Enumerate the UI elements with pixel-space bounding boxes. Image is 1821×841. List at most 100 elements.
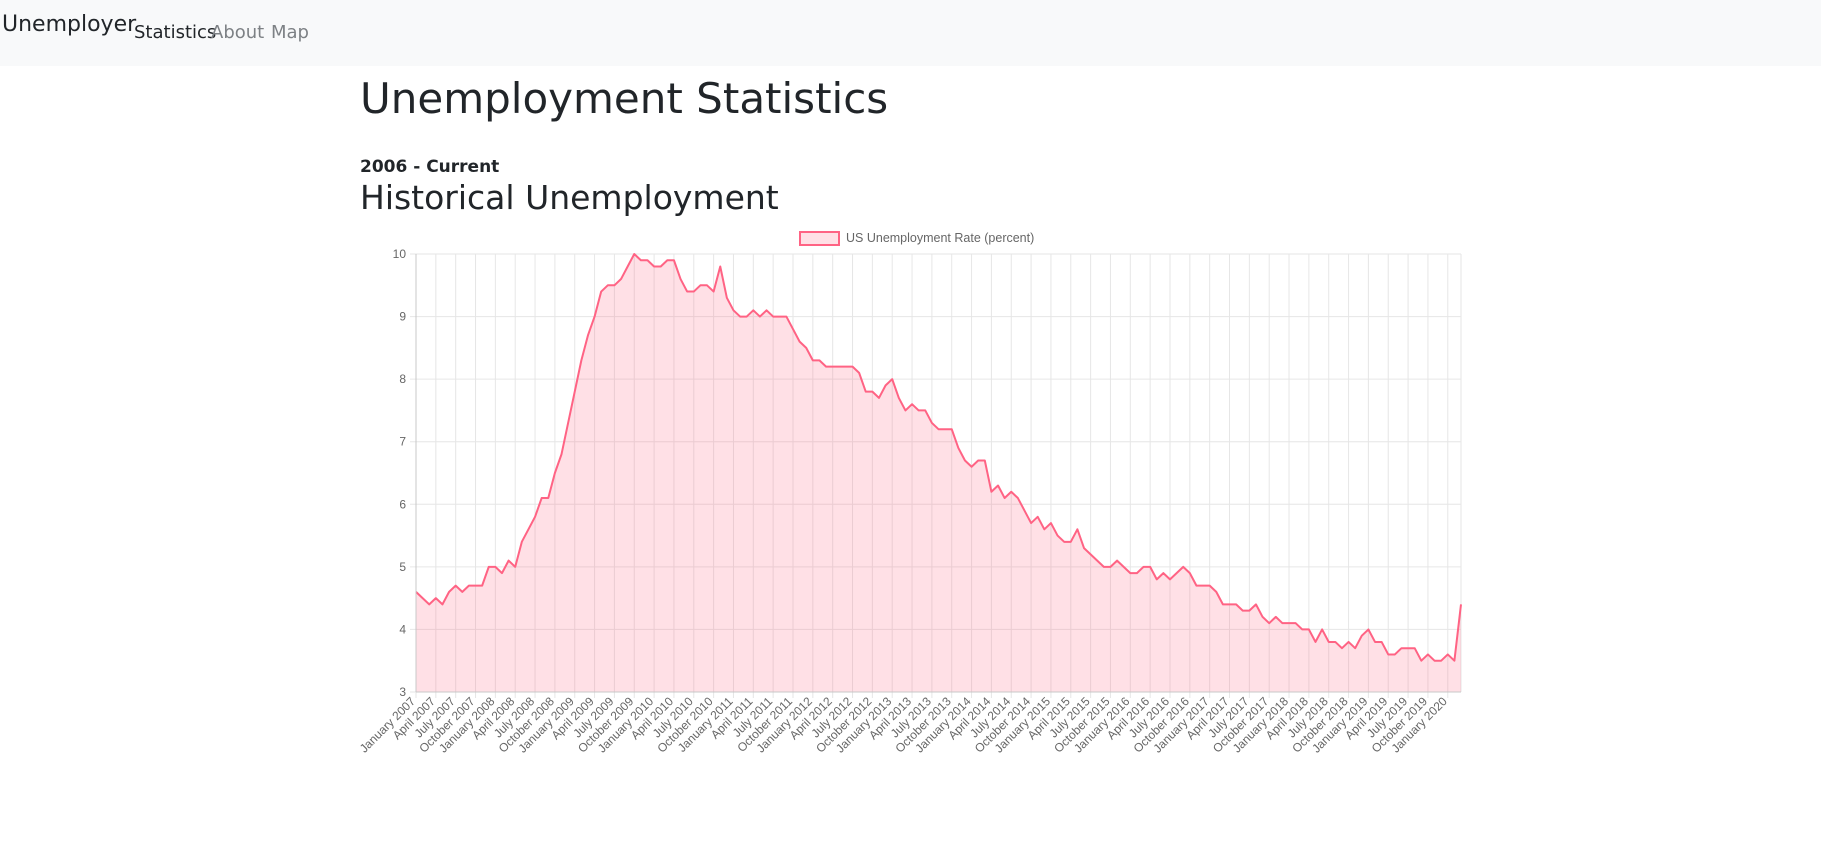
data-point	[1004, 497, 1006, 499]
data-point	[1301, 628, 1303, 630]
data-point	[1037, 516, 1039, 518]
data-point	[1030, 522, 1032, 524]
data-point	[527, 528, 529, 530]
data-point	[1136, 572, 1138, 574]
data-point	[878, 397, 880, 399]
data-point	[1381, 641, 1383, 643]
data-point	[1057, 535, 1059, 537]
data-point	[547, 497, 549, 499]
data-point	[574, 391, 576, 393]
series-line	[415, 253, 1462, 662]
legend-label[interactable]: US Unemployment Rate (percent)	[846, 231, 1034, 245]
data-point	[1453, 660, 1455, 662]
data-point	[1070, 541, 1072, 543]
data-point	[428, 603, 430, 605]
data-point	[567, 422, 569, 424]
data-point	[627, 266, 629, 268]
nav-link-about[interactable]: About	[211, 22, 265, 43]
data-point	[1195, 585, 1197, 587]
data-point	[1255, 603, 1257, 605]
data-point	[422, 597, 424, 599]
data-point	[468, 585, 470, 587]
data-point	[1321, 628, 1323, 630]
data-point	[1295, 622, 1297, 624]
data-point	[561, 453, 563, 455]
data-point	[534, 516, 536, 518]
data-point	[818, 359, 820, 361]
data-point	[613, 284, 615, 286]
data-point	[706, 284, 708, 286]
data-point	[1387, 653, 1389, 655]
data-point	[858, 372, 860, 374]
legend-swatch[interactable]	[799, 231, 840, 246]
data-point	[766, 309, 768, 311]
data-point	[660, 266, 662, 268]
data-point	[1096, 560, 1098, 562]
navbar: Unemployer Statistics About Map	[0, 0, 1821, 66]
nav-link-map[interactable]: Map	[271, 22, 309, 43]
data-point	[1407, 647, 1409, 649]
data-point	[600, 291, 602, 293]
data-point	[1143, 566, 1145, 568]
data-point	[481, 585, 483, 587]
data-point	[1361, 635, 1363, 637]
data-point	[1116, 560, 1118, 562]
data-point	[1367, 628, 1369, 630]
data-point	[666, 259, 668, 261]
data-point	[1090, 553, 1092, 555]
data-point	[752, 309, 754, 311]
data-point	[739, 316, 741, 318]
data-point	[891, 378, 893, 380]
data-point	[1414, 647, 1416, 649]
data-point	[1420, 660, 1422, 662]
data-point	[1109, 566, 1111, 568]
data-point	[1242, 610, 1244, 612]
brand-link[interactable]: Unemployer	[2, 12, 137, 37]
y-tick-label: 5	[399, 560, 406, 574]
y-tick-label: 10	[393, 247, 407, 261]
data-point	[1017, 497, 1019, 499]
data-point	[1348, 641, 1350, 643]
data-point	[1010, 491, 1012, 493]
data-point	[587, 334, 589, 336]
data-point	[832, 366, 834, 368]
data-point	[957, 447, 959, 449]
data-point	[521, 541, 523, 543]
data-point	[1334, 641, 1336, 643]
data-point	[1189, 572, 1191, 574]
data-point	[805, 347, 807, 349]
y-tick-label: 6	[399, 497, 406, 511]
data-point	[746, 316, 748, 318]
data-point	[990, 491, 992, 493]
data-point	[938, 428, 940, 430]
data-point	[1209, 585, 1211, 587]
data-point	[838, 366, 840, 368]
data-point	[719, 266, 721, 268]
data-point	[931, 422, 933, 424]
data-point	[799, 341, 801, 343]
data-point	[1341, 647, 1343, 649]
data-point	[977, 459, 979, 461]
data-point	[779, 316, 781, 318]
data-point	[594, 316, 596, 318]
data-point	[825, 366, 827, 368]
data-point	[997, 485, 999, 487]
data-point	[1103, 566, 1105, 568]
data-point	[911, 403, 913, 405]
series-area-fill	[416, 254, 1461, 692]
chart-legend: US Unemployment Rate (percent)	[799, 231, 1034, 246]
nav-link-statistics[interactable]: Statistics	[134, 22, 217, 43]
data-point	[693, 291, 695, 293]
data-point	[1063, 541, 1065, 543]
data-point	[541, 497, 543, 499]
data-point	[680, 278, 682, 280]
data-point	[1169, 578, 1171, 580]
data-point	[1222, 603, 1224, 605]
data-point	[1156, 578, 1158, 580]
data-point	[1162, 572, 1164, 574]
data-point	[1308, 628, 1310, 630]
data-point	[1023, 510, 1025, 512]
y-tick-label: 8	[399, 372, 406, 386]
data-point	[1394, 653, 1396, 655]
